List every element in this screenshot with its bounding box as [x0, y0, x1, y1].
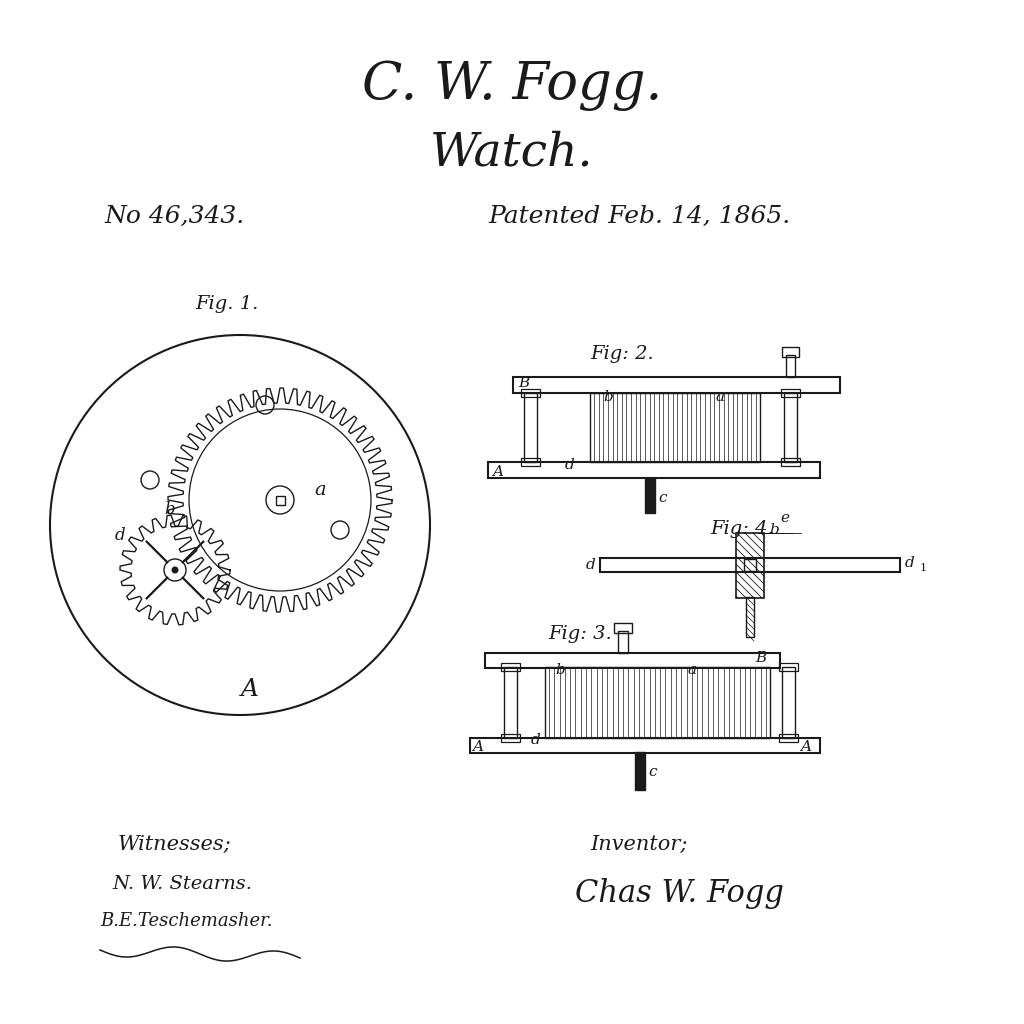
- Text: b: b: [769, 523, 778, 537]
- Text: d: d: [565, 458, 574, 472]
- Bar: [784, 393, 797, 462]
- Bar: [614, 623, 632, 633]
- Text: No 46,343.: No 46,343.: [104, 205, 245, 228]
- Text: c: c: [658, 490, 667, 505]
- Bar: [488, 462, 820, 478]
- Text: Fig: 3.: Fig: 3.: [548, 625, 611, 643]
- Bar: [590, 393, 760, 462]
- Text: A: A: [800, 740, 811, 754]
- Bar: [618, 631, 628, 653]
- Text: A: A: [241, 679, 259, 701]
- Text: Witnesses;: Witnesses;: [118, 835, 231, 854]
- Circle shape: [171, 566, 178, 573]
- Text: N. W. Stearns.: N. W. Stearns.: [112, 874, 252, 893]
- Bar: [635, 752, 645, 790]
- Text: Chas W. Fogg: Chas W. Fogg: [575, 878, 784, 909]
- Bar: [521, 458, 540, 466]
- Text: Inventor;: Inventor;: [590, 835, 687, 854]
- Text: C. W. Fogg.: C. W. Fogg.: [361, 60, 663, 111]
- Text: B: B: [755, 651, 766, 665]
- Text: c: c: [648, 765, 656, 779]
- Text: d: d: [531, 733, 541, 746]
- Bar: [485, 653, 780, 668]
- Text: d: d: [586, 558, 595, 572]
- Bar: [782, 347, 799, 357]
- Bar: [470, 738, 820, 753]
- Text: Patented Feb. 14, 1865.: Patented Feb. 14, 1865.: [488, 205, 792, 228]
- Text: b: b: [603, 390, 613, 404]
- Bar: [513, 377, 840, 393]
- Bar: [746, 597, 754, 637]
- Text: 1: 1: [920, 563, 927, 573]
- Text: Watch.: Watch.: [430, 130, 594, 175]
- Bar: [786, 355, 795, 377]
- Bar: [744, 559, 756, 571]
- Text: a: a: [314, 481, 326, 499]
- Bar: [524, 393, 537, 462]
- Bar: [779, 663, 798, 671]
- Bar: [736, 534, 764, 598]
- Text: b: b: [165, 502, 175, 518]
- Text: d: d: [115, 526, 125, 544]
- Text: b: b: [555, 663, 565, 677]
- Text: e: e: [780, 511, 790, 525]
- Text: B.E.Teschemasher.: B.E.Teschemasher.: [100, 912, 272, 930]
- Bar: [501, 663, 520, 671]
- Bar: [275, 496, 285, 505]
- Bar: [521, 389, 540, 397]
- Text: a: a: [716, 390, 725, 404]
- Bar: [645, 478, 655, 513]
- Text: Fig: 2.: Fig: 2.: [590, 345, 653, 362]
- Bar: [781, 458, 800, 466]
- Bar: [779, 734, 798, 742]
- Text: A: A: [472, 740, 483, 754]
- Bar: [501, 734, 520, 742]
- Bar: [782, 667, 795, 738]
- Text: Fig: 4.: Fig: 4.: [710, 520, 774, 538]
- Text: a: a: [687, 663, 696, 677]
- Text: B: B: [518, 376, 529, 390]
- Bar: [545, 667, 770, 738]
- Text: d: d: [905, 556, 914, 570]
- Text: Fig. 1.: Fig. 1.: [195, 295, 258, 313]
- Bar: [600, 558, 900, 572]
- Bar: [781, 389, 800, 397]
- Bar: [504, 667, 517, 738]
- Text: A: A: [492, 465, 503, 479]
